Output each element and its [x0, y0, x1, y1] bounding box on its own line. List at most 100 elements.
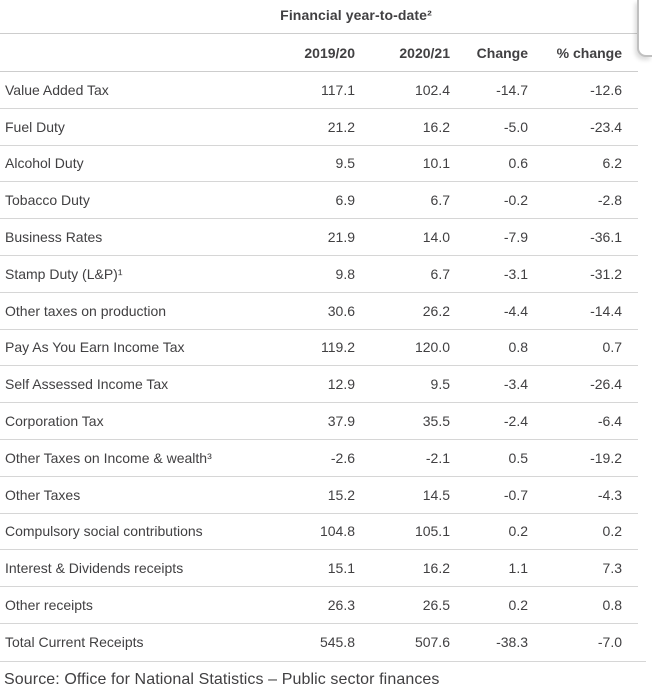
- row-label: Compulsory social contributions: [5, 523, 203, 540]
- table-header-row: 2019/20 2020/21 Change % change: [0, 34, 638, 72]
- row-value: -6.4: [597, 413, 622, 430]
- scrollbar-thumb[interactable]: [637, 0, 652, 57]
- row-value: 0.5: [508, 449, 528, 466]
- row-label: Stamp Duty (L&P)¹: [5, 265, 123, 282]
- row-value: -2.6: [330, 449, 355, 466]
- row-value: -19.2: [590, 449, 622, 466]
- table-title: Financial year-to-date²: [280, 7, 432, 23]
- row-value: 15.2: [327, 486, 355, 503]
- table-row: Fuel Duty 21.2 16.2 -5.0 -23.4: [0, 109, 638, 146]
- row-value: -31.2: [590, 265, 622, 282]
- row-value: 6.2: [602, 155, 622, 172]
- row-value: 0.6: [508, 155, 528, 172]
- column-header-2020-21: 2020/21: [399, 44, 450, 61]
- table-row: Other Taxes 15.2 14.5 -0.7 -4.3: [0, 477, 638, 514]
- row-value: 37.9: [327, 413, 355, 430]
- table-row: Interest & Dividends receipts 15.1 16.2 1.1…: [0, 550, 638, 588]
- row-value: 35.5: [422, 413, 450, 430]
- row-value: -4.3: [597, 486, 622, 503]
- row-value: -23.4: [590, 118, 622, 135]
- row-value: 7.3: [602, 560, 622, 577]
- table-row: Business Rates 21.9 14.0 -7.9 -36.1: [0, 219, 638, 256]
- row-label: Fuel Duty: [5, 118, 65, 135]
- table-row: Alcohol Duty 9.5 10.1 0.6 6.2: [0, 146, 638, 183]
- table-row: Compulsory social contributions 104.8 105.…: [0, 514, 638, 551]
- table-body: Value Added Tax 117.1 102.4 -14.7 -12.6 Fuel …: [0, 72, 638, 661]
- row-value: -4.4: [503, 302, 528, 319]
- row-value: 507.6: [414, 634, 450, 651]
- table-row: Other Taxes on Income & wealth³ -2.6 -2.1 0…: [0, 440, 638, 477]
- row-value: 0.2: [508, 597, 528, 614]
- row-value: 6.7: [430, 192, 450, 209]
- row-value: 120.0: [414, 339, 450, 356]
- column-header-2019-20: 2019/20: [304, 44, 355, 61]
- row-label: Other receipts: [5, 597, 93, 614]
- table-row: Self Assessed Income Tax 12.9 9.5 -3.4 -26.4: [0, 366, 638, 404]
- row-value: 14.0: [422, 229, 450, 246]
- row-label: Other Taxes on Income & wealth³: [5, 449, 212, 466]
- row-value: 26.2: [422, 302, 450, 319]
- row-value: 1.1: [508, 560, 528, 577]
- row-value: -2.1: [425, 449, 450, 466]
- row-value: 0.8: [508, 339, 528, 356]
- row-value: 0.2: [508, 523, 528, 540]
- row-value: 6.9: [335, 192, 355, 209]
- table-row: Total Current Receipts 545.8 507.6 -38.3 -7.…: [0, 624, 638, 661]
- column-header-pct-change: % change: [556, 44, 622, 61]
- row-label: Business Rates: [5, 229, 103, 246]
- row-value: 545.8: [319, 634, 355, 651]
- row-value: 30.6: [327, 302, 355, 319]
- row-value: 16.2: [422, 118, 450, 135]
- row-label: Corporation Tax: [5, 413, 104, 430]
- row-label: Self Assessed Income Tax: [5, 376, 169, 393]
- row-value: 117.1: [321, 81, 355, 98]
- row-value: 26.3: [327, 597, 355, 614]
- row-value: -14.7: [496, 81, 528, 98]
- table-row: Value Added Tax 117.1 102.4 -14.7 -12.6: [0, 72, 638, 109]
- row-value: 12.9: [327, 376, 355, 393]
- table-row: Corporation Tax 37.9 35.5 -2.4 -6.4: [0, 403, 638, 440]
- table-row: Other receipts 26.3 26.5 0.2 0.8: [0, 587, 638, 624]
- source-divider: [0, 660, 646, 662]
- row-value: 15.1: [327, 560, 355, 577]
- column-header-change: Change: [476, 44, 528, 61]
- row-value: -5.0: [503, 118, 528, 135]
- row-label: Total Current Receipts: [5, 634, 144, 651]
- row-value: 16.2: [422, 560, 450, 577]
- row-label: Alcohol Duty: [5, 155, 84, 172]
- table-row: Pay As You Earn Income Tax 119.2 120.0 0.8 0…: [0, 330, 638, 367]
- source-caption: Source: Office for National Statistics –…: [4, 670, 440, 688]
- row-value: 14.5: [422, 486, 450, 503]
- row-value: -38.3: [496, 634, 528, 651]
- row-value: 9.5: [335, 155, 355, 172]
- row-label: Interest & Dividends receipts: [5, 560, 184, 577]
- row-label: Tobacco Duty: [5, 192, 90, 209]
- row-value: -36.1: [590, 229, 622, 246]
- row-value: 0.2: [602, 523, 622, 540]
- row-value: 10.1: [422, 155, 450, 172]
- row-value: 9.5: [430, 376, 450, 393]
- row-value: -7.0: [597, 634, 622, 651]
- row-value: -0.2: [503, 192, 528, 209]
- table-row: Other taxes on production 30.6 26.2 -4.4 -14…: [0, 293, 638, 330]
- row-label: Other Taxes: [5, 486, 81, 503]
- row-value: 21.2: [327, 118, 355, 135]
- row-value: -26.4: [590, 376, 622, 393]
- row-value: -7.9: [503, 229, 528, 246]
- row-value: -12.6: [590, 81, 622, 98]
- row-value: -2.8: [597, 192, 622, 209]
- row-value: 102.4: [414, 81, 450, 98]
- row-value: -3.4: [503, 376, 528, 393]
- row-value: 9.8: [335, 265, 355, 282]
- row-value: 105.1: [414, 523, 450, 540]
- row-value: -14.4: [590, 302, 622, 319]
- row-value: 0.7: [602, 339, 622, 356]
- table-row: Tobacco Duty 6.9 6.7 -0.2 -2.8: [0, 182, 638, 220]
- row-value: 21.9: [327, 229, 355, 246]
- row-value: 119.2: [321, 339, 355, 356]
- table-row: Stamp Duty (L&P)¹ 9.8 6.7 -3.1 -31.2: [0, 256, 638, 293]
- row-value: 6.7: [430, 265, 450, 282]
- row-value: -0.7: [503, 486, 528, 503]
- row-value: 0.8: [602, 597, 622, 614]
- row-label: Pay As You Earn Income Tax: [5, 339, 185, 356]
